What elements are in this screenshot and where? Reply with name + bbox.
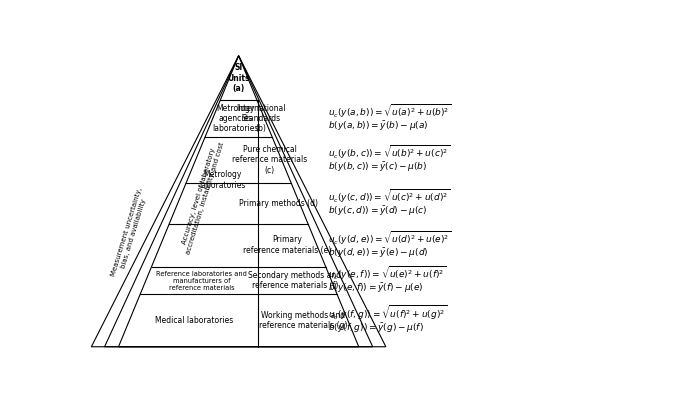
Text: Metrology
laboratories: Metrology laboratories — [199, 170, 246, 190]
Text: $b(y(b,c)) = \bar{y}(c) - \mu(b)$: $b(y(b,c)) = \bar{y}(c) - \mu(b)$ — [328, 160, 427, 173]
Text: $b(y(a,b)) = \bar{y}(b) - \mu(a)$: $b(y(a,b)) = \bar{y}(b) - \mu(a)$ — [328, 119, 428, 132]
Text: $b(y(d,e)) = \bar{y}(e) - \mu(d)$: $b(y(d,e)) = \bar{y}(e) - \mu(d)$ — [328, 246, 428, 258]
Text: Working methods and
reference materials (g): Working methods and reference materials … — [259, 311, 347, 330]
Text: $u_c(y(d,e)) = \sqrt{u(d)^2 + u(e)^2}$: $u_c(y(d,e)) = \sqrt{u(d)^2 + u(e)^2}$ — [328, 230, 451, 247]
Text: Measurement uncertainty,
bias, and availability: Measurement uncertainty, bias, and avail… — [111, 186, 150, 279]
Text: $u_c(y(a,b)) = \sqrt{u(a)^2 + u(b)^2}$: $u_c(y(a,b)) = \sqrt{u(a)^2 + u(b)^2}$ — [328, 103, 451, 120]
Text: Pure chemical
reference materials
(c): Pure chemical reference materials (c) — [232, 145, 307, 174]
Text: SI
Units
(a): SI Units (a) — [228, 63, 250, 93]
Text: Reference laboratories and
manufacturers of
reference materials: Reference laboratories and manufacturers… — [157, 270, 247, 290]
Text: $b(y(f,g)) = \bar{y}(g) - \mu(f)$: $b(y(f,g)) = \bar{y}(g) - \mu(f)$ — [328, 321, 424, 334]
Text: Primary
reference materials (e): Primary reference materials (e) — [244, 236, 332, 255]
Text: $u_c(y(c,d)) = \sqrt{u(c)^2 + u(d)^2}$: $u_c(y(c,d)) = \sqrt{u(c)^2 + u(d)^2}$ — [328, 188, 450, 205]
Text: $b(y(c,d)) = \bar{y}(d) - \mu(c)$: $b(y(c,d)) = \bar{y}(d) - \mu(c)$ — [328, 204, 427, 216]
Text: $b(y(e,f)) = \bar{y}(f) - \mu(e)$: $b(y(e,f)) = \bar{y}(f) - \mu(e)$ — [328, 281, 424, 294]
Text: Secondary methods and
reference materials (f): Secondary methods and reference material… — [248, 271, 342, 290]
Text: Accuracy, level of laboratory
accreditation, instability and cost: Accuracy, level of laboratory accreditat… — [179, 140, 225, 255]
Text: Metrology
agencies
laboratories: Metrology agencies laboratories — [212, 104, 258, 133]
Text: $u_c(y(b,c)) = \sqrt{u(b)^2 + u(c)^2}$: $u_c(y(b,c)) = \sqrt{u(b)^2 + u(c)^2}$ — [328, 144, 450, 162]
Text: $u_c(y(e,f)) = \sqrt{u(e)^2 + u(f)^2}$: $u_c(y(e,f)) = \sqrt{u(e)^2 + u(f)^2}$ — [328, 265, 446, 282]
Text: International
Standards
(b): International Standards (b) — [237, 104, 286, 133]
Text: $u_c(y(f,g)) = \sqrt{u(f)^2 + u(g)^2}$: $u_c(y(f,g)) = \sqrt{u(f)^2 + u(g)^2}$ — [328, 304, 447, 323]
Text: Primary methods (d): Primary methods (d) — [239, 199, 318, 208]
Text: Medical laboratories: Medical laboratories — [155, 316, 233, 325]
